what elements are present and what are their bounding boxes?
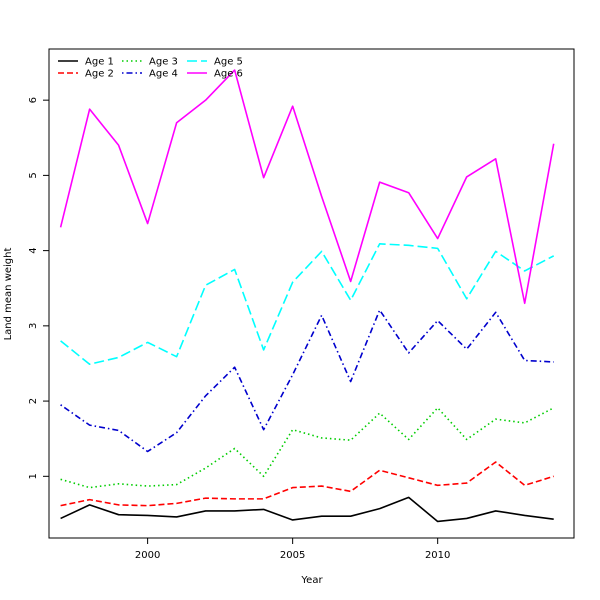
series-line-age-6 xyxy=(59,69,555,305)
plot-frame xyxy=(48,48,575,539)
y-tick-label: 1 xyxy=(28,473,39,479)
x-axis-title: Year xyxy=(300,575,323,586)
series-layer xyxy=(59,69,555,523)
y-tick-label: 5 xyxy=(28,172,39,178)
y-tick-label: 2 xyxy=(28,398,39,404)
legend-label: Age 1 xyxy=(85,57,114,68)
y-tick-label: 3 xyxy=(28,323,39,329)
x-tick-label: 2010 xyxy=(425,550,450,561)
legend-label: Age 2 xyxy=(85,69,114,80)
series-line-age-5 xyxy=(60,243,555,366)
legend-label: Age 3 xyxy=(149,57,178,68)
y-tick-label: 4 xyxy=(28,247,39,253)
legend-label: Age 5 xyxy=(214,57,243,68)
x-tick-label: 2005 xyxy=(280,550,305,561)
series-line-age-4 xyxy=(60,309,554,453)
series-line-age-1 xyxy=(60,496,554,523)
series-line-age-3 xyxy=(60,407,555,489)
y-tick-label: 6 xyxy=(28,97,39,103)
y-axis-title: Land mean weight xyxy=(3,248,14,341)
legend-label: Age 6 xyxy=(214,69,243,80)
legend-label: Age 4 xyxy=(149,69,178,80)
series-line-age-2 xyxy=(60,461,554,507)
x-tick-label: 2000 xyxy=(135,550,160,561)
axes: 2000 2005 2010 1 2 3 4 5 6 xyxy=(28,97,450,561)
